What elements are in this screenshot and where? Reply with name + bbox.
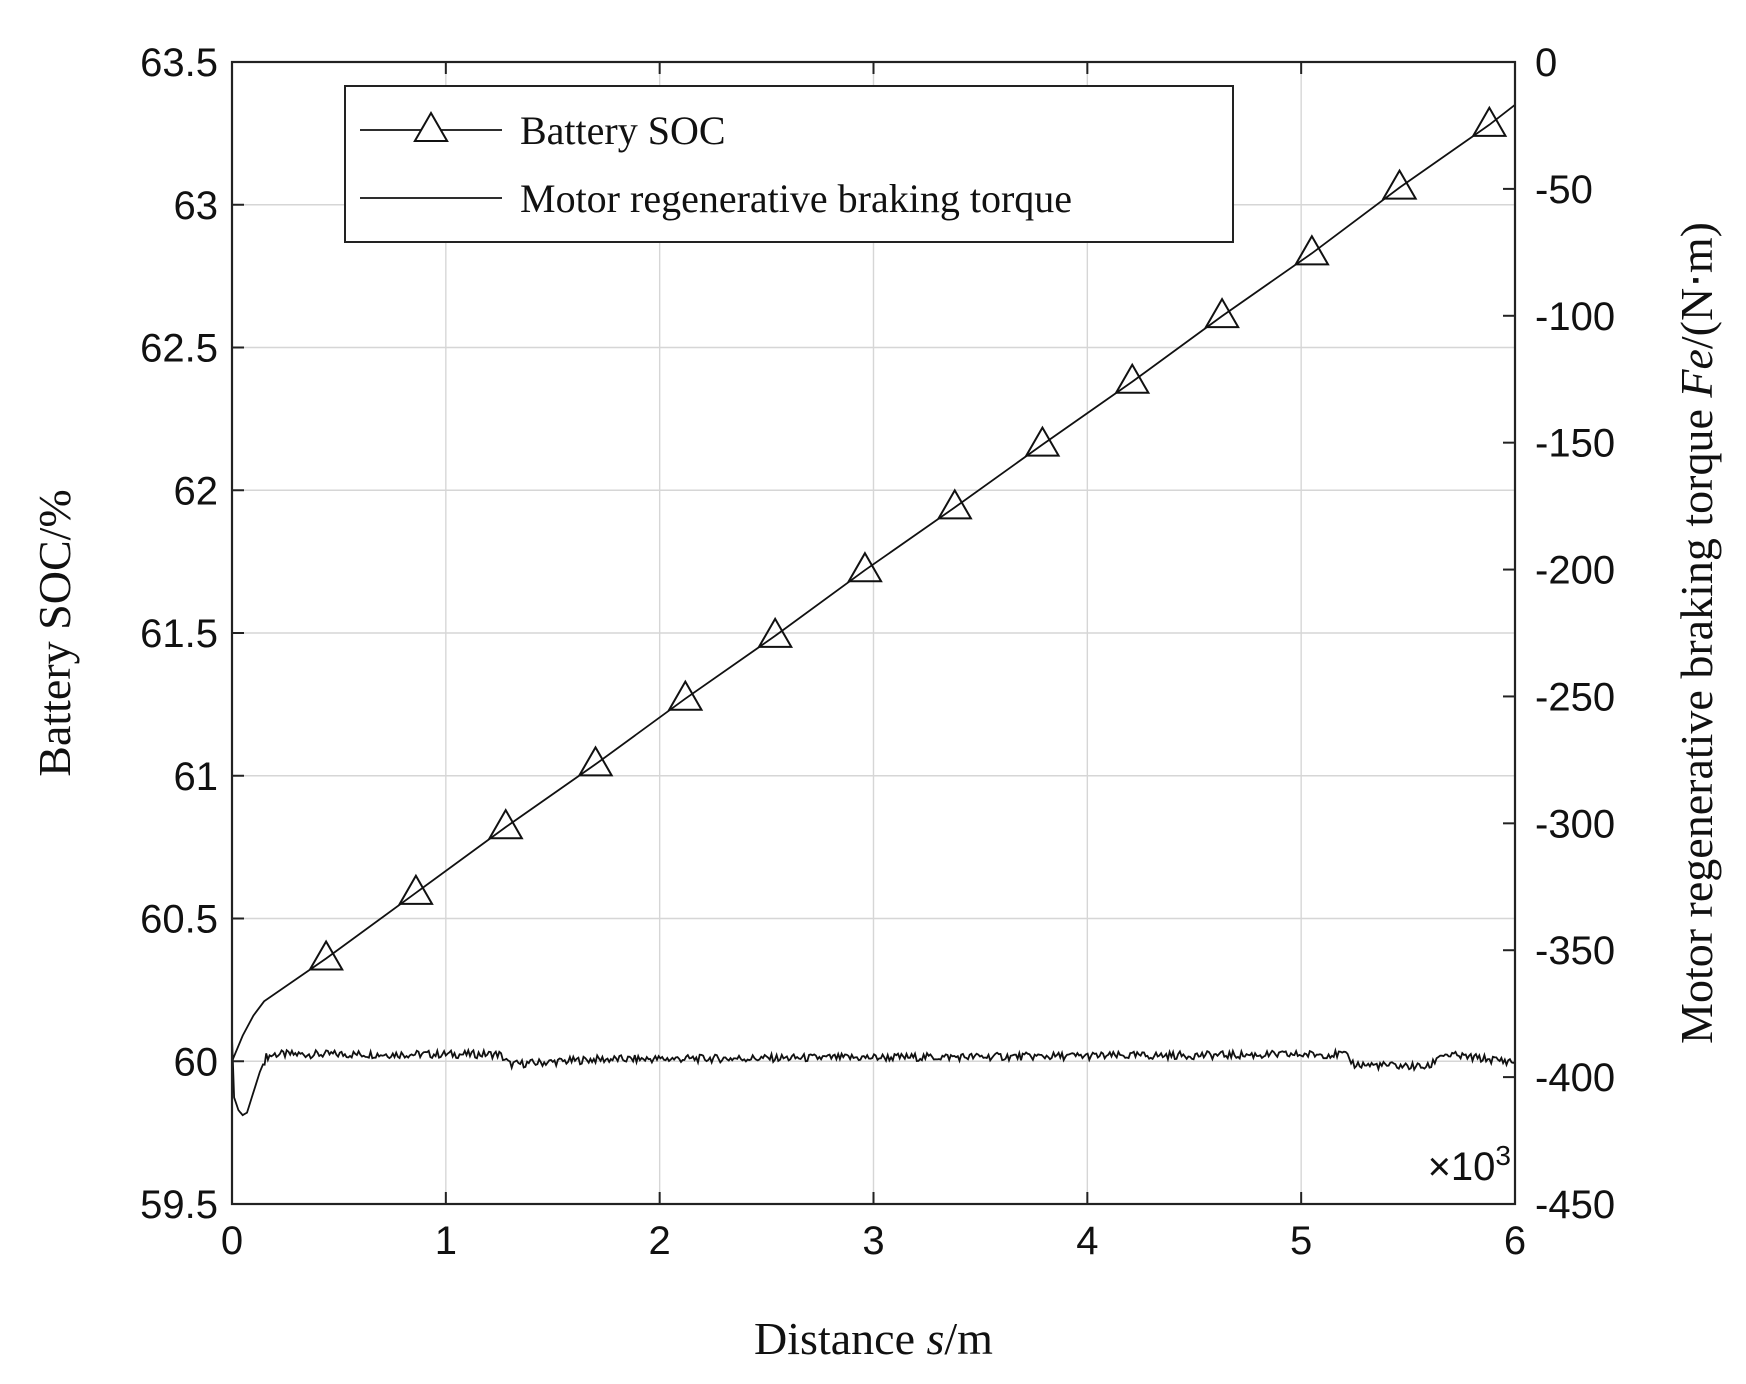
battery-soc-marker — [398, 873, 434, 905]
battery-soc-marker — [757, 616, 794, 648]
y-left-tick-label: 62.5 — [140, 327, 218, 371]
y-left-tick-label: 60 — [174, 1040, 219, 1084]
y-left-tick-label: 63.5 — [140, 41, 218, 85]
y-right-tick-label: -150 — [1535, 422, 1615, 466]
y-right-tick-label: -400 — [1535, 1056, 1615, 1100]
motor-torque-line — [231, 1038, 1516, 1117]
battery-soc-marker — [1114, 362, 1151, 394]
battery-soc-line — [231, 104, 1516, 1062]
legend-label-motor-torque: Motor regenerative braking torque — [520, 176, 1072, 221]
y-right-tick-label: -200 — [1535, 549, 1615, 593]
series-layer — [231, 104, 1516, 1117]
x-axis-exponent: ×103 — [1428, 1140, 1511, 1190]
battery-soc-marker — [667, 679, 704, 711]
y-left-tick-label: 62 — [174, 469, 219, 513]
x-tick-label: 1 — [435, 1219, 457, 1263]
y-right-tick-label: -300 — [1535, 802, 1615, 846]
battery-soc-marker — [847, 551, 883, 583]
y-right-tick-label: 0 — [1535, 41, 1557, 85]
battery-soc-marker — [577, 745, 614, 777]
legend-box — [344, 85, 1234, 243]
battery-soc-marker — [308, 939, 344, 971]
y-left-tick-label: 60.5 — [140, 898, 218, 942]
legend-marker-battery-soc — [413, 110, 449, 143]
x-tick-label: 3 — [862, 1219, 884, 1263]
y-right-tick-label: -100 — [1535, 295, 1615, 339]
y-right-tick-label: -250 — [1535, 675, 1615, 719]
x-tick-label: 6 — [1504, 1219, 1526, 1263]
y-right-tick-label: -50 — [1535, 168, 1593, 212]
y-right-tick-label: -350 — [1535, 929, 1615, 973]
battery-soc-marker — [1381, 168, 1418, 200]
y-axis-right-label: Motor regenerative braking torque Fe/(N⋅… — [1671, 222, 1722, 1044]
legend: Battery SOC Motor regenerative braking t… — [344, 85, 1234, 243]
x-tick-label: 4 — [1076, 1219, 1098, 1263]
y-left-tick-label: 63 — [174, 184, 219, 228]
x-tick-label: 5 — [1290, 1219, 1312, 1263]
y-right-tick-label: -450 — [1535, 1183, 1615, 1227]
battery-soc-marker — [936, 488, 973, 520]
battery-soc-marker — [487, 808, 524, 840]
x-axis-label: Distance s/m — [754, 1313, 993, 1364]
x-tick-label: 2 — [649, 1219, 671, 1263]
battery-soc-marker — [1471, 105, 1508, 137]
y-left-tick-label: 61 — [174, 755, 219, 799]
battery-soc-marker — [1204, 297, 1240, 329]
battery-soc-marker — [1024, 425, 1061, 457]
x-tick-label: 0 — [221, 1219, 243, 1263]
ticks: 0 1 2 3 4 5 6 59.5 60 60.5 61 61.5 62 62.5 63 63.5 -450 -… — [140, 41, 1615, 1263]
legend-label-battery-soc: Battery SOC — [520, 108, 726, 153]
y-axis-left-label: Battery SOC/% — [29, 489, 80, 776]
battery-soc-marker — [1293, 234, 1330, 266]
y-left-tick-label: 59.5 — [140, 1183, 218, 1227]
y-left-tick-label: 61.5 — [140, 612, 218, 656]
